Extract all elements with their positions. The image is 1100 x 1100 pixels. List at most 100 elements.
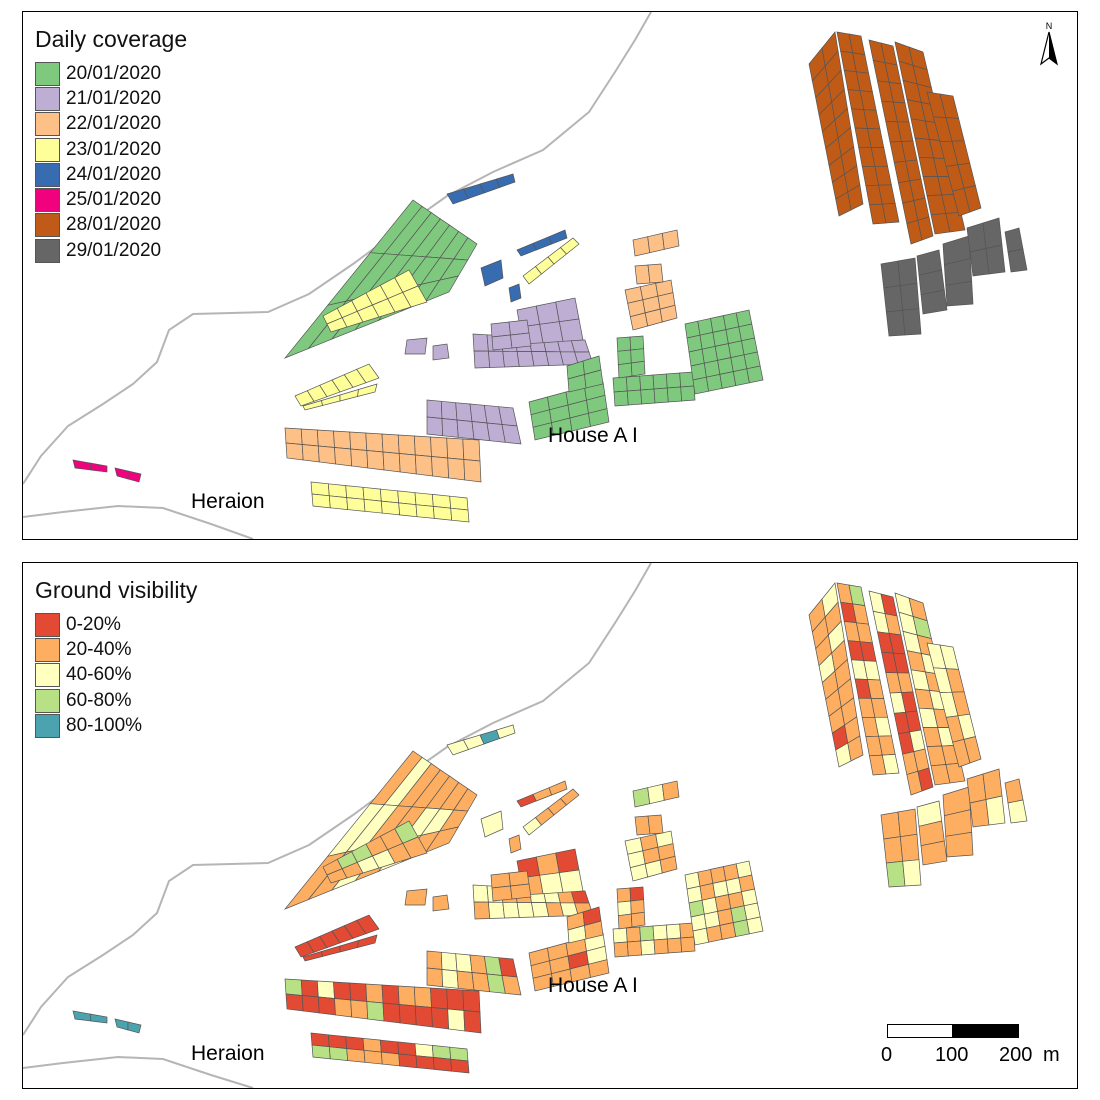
survey-unit	[380, 1051, 401, 1067]
plots-ne-brown-3	[868, 39, 934, 245]
survey-unit	[450, 507, 470, 523]
survey-unit	[382, 1002, 401, 1024]
map-panel-daily-coverage: N Daily coverage 20/01/2020 21/01/2020 22/…	[22, 11, 1078, 540]
plots-magenta-a	[72, 1010, 108, 1024]
survey-unit	[366, 450, 385, 471]
legend-label: 23/01/2020	[66, 138, 162, 160]
legend-item: 20-40%	[35, 637, 197, 662]
legend-item: 24/01/2020	[35, 162, 187, 187]
legend-title: Ground visibility	[35, 577, 198, 603]
legend-swatch	[35, 637, 60, 662]
survey-unit	[398, 502, 418, 518]
survey-unit	[883, 285, 904, 313]
coastline-south	[23, 1055, 254, 1088]
survey-unit	[639, 925, 655, 942]
survey-unit	[450, 1058, 470, 1074]
coastline-south	[23, 504, 254, 539]
survey-unit	[647, 783, 665, 805]
survey-unit	[327, 1034, 348, 1049]
survey-unit	[415, 1055, 435, 1070]
plots-ne-gray-2	[916, 249, 948, 315]
plots-ne-gray-5	[1004, 778, 1028, 824]
survey-unit	[455, 402, 473, 422]
survey-unit	[491, 334, 513, 351]
survey-unit	[431, 456, 450, 479]
survey-unit	[455, 953, 473, 973]
survey-unit	[333, 430, 352, 450]
survey-unit	[498, 406, 518, 427]
survey-unit	[629, 886, 645, 902]
survey-unit	[634, 815, 651, 836]
survey-unit	[746, 365, 764, 384]
survey-unit	[356, 363, 380, 384]
survey-unit	[945, 211, 966, 233]
plots-central-purple-small	[490, 870, 532, 902]
survey-unit	[397, 985, 416, 1007]
survey-unit	[985, 244, 1006, 275]
survey-unit	[413, 986, 432, 1008]
legend-daily-coverage: Daily coverage 20/01/2020 21/01/2020 22/01…	[35, 26, 187, 263]
survey-unit	[508, 834, 522, 854]
legend-item: 29/01/2020	[35, 238, 187, 263]
plots-east-orange-block	[624, 830, 678, 882]
survey-unit	[357, 383, 378, 397]
survey-unit	[639, 374, 655, 391]
survey-unit	[398, 453, 417, 475]
map-canvas-ground-visibility	[23, 563, 1028, 1088]
survey-unit	[626, 940, 643, 957]
survey-unit	[127, 470, 142, 483]
survey-unit	[652, 924, 668, 941]
survey-unit	[426, 967, 444, 988]
survey-unit	[626, 389, 643, 406]
plots-magenta-a	[72, 459, 108, 473]
survey-unit	[449, 1046, 469, 1062]
survey-unit	[881, 203, 900, 224]
survey-unit	[317, 445, 336, 465]
legend-label: 29/01/2020	[66, 239, 162, 261]
survey-unit	[985, 795, 1006, 826]
plots-yellow-diagonal	[522, 788, 580, 836]
survey-unit	[316, 429, 335, 448]
plots-central-green-stack	[566, 355, 604, 393]
legend-swatch	[35, 162, 60, 187]
legend-label: 22/01/2020	[66, 113, 162, 135]
survey-unit	[653, 938, 669, 955]
survey-unit	[397, 490, 417, 506]
survey-unit	[963, 736, 982, 764]
survey-unit	[588, 959, 610, 978]
survey-unit	[634, 264, 651, 285]
legend-item: 60-80%	[35, 688, 197, 713]
plots-east-green-grid	[684, 860, 764, 946]
coastline-main	[23, 12, 652, 485]
survey-unit	[430, 436, 449, 459]
survey-unit	[446, 437, 465, 460]
survey-unit	[502, 901, 520, 919]
survey-unit	[345, 485, 365, 500]
survey-unit	[612, 376, 628, 393]
scale-tick-200: 200	[999, 1044, 1033, 1066]
coastline-main	[23, 563, 652, 1036]
legend-swatch	[35, 188, 60, 213]
plots-magenta-b	[114, 467, 142, 483]
survey-unit	[920, 289, 948, 315]
survey-unit	[72, 1010, 92, 1022]
survey-unit	[404, 337, 428, 355]
plots-west-yellow-strip	[294, 363, 380, 407]
plots-central-purple-row	[426, 399, 522, 445]
survey-unit	[647, 232, 665, 254]
survey-unit	[498, 957, 518, 978]
legend-label: 20/01/2020	[66, 62, 162, 84]
scale-tick-0: 0	[881, 1044, 893, 1066]
place-label-heraion: Heraion	[191, 490, 265, 513]
survey-unit	[349, 431, 368, 451]
survey-unit	[311, 1044, 331, 1060]
plots-blue-mid	[516, 780, 568, 808]
survey-unit	[127, 1021, 142, 1034]
survey-unit	[632, 236, 651, 257]
plots-central-green-east	[612, 922, 696, 958]
survey-unit	[398, 1004, 417, 1026]
survey-unit	[446, 988, 465, 1011]
plots-central-green-tower	[616, 886, 646, 930]
survey-unit	[510, 883, 532, 900]
survey-unit	[456, 419, 475, 440]
